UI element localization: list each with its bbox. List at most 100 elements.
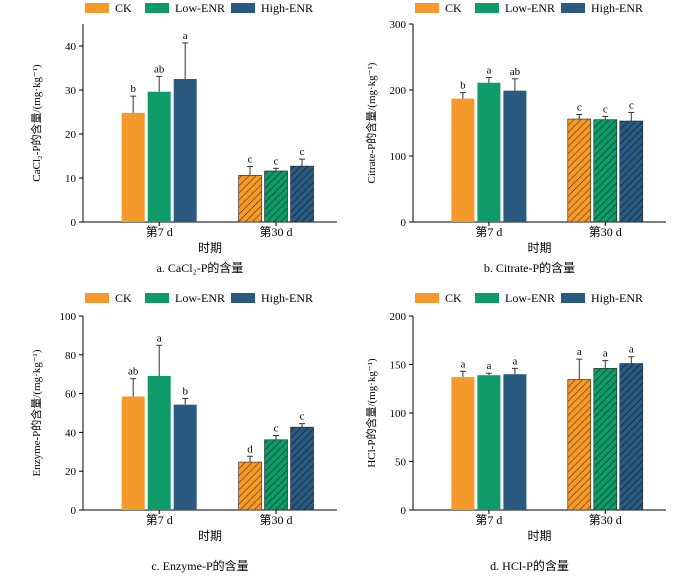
legend-label: High-ENR: [261, 291, 313, 305]
legend-swatch-low-enr: [145, 3, 169, 13]
bar-high-enr-2: [290, 165, 314, 223]
bar-ck-2: [238, 461, 262, 511]
legend-label: CK: [445, 1, 462, 15]
x-tick-label: 第30 d: [589, 225, 622, 239]
y-tick-label: 200: [390, 311, 407, 323]
bar-low-enr-2: [264, 439, 288, 511]
y-tick-label: 60: [65, 389, 77, 401]
chart-panel-2: CK Low-ENR High-ENR 0 100 200 300 Citrate-P的含量/…: [364, 1, 666, 275]
bar-high-enr-2: [290, 426, 314, 511]
significance-letter: ab: [510, 66, 521, 78]
y-tick-label: 40: [65, 427, 77, 439]
y-tick-label: 50: [395, 457, 407, 469]
legend-swatch-ck: [415, 3, 439, 13]
y-tick-label: 30: [65, 85, 77, 97]
bar-ck-1: [451, 377, 475, 510]
legend-label: CK: [115, 1, 132, 15]
x-axis-label: 时期: [527, 241, 551, 255]
legend-swatch-high-enr: [561, 3, 585, 13]
bar-low-enr-2: [593, 368, 618, 511]
bar-high-enr-2: [619, 120, 644, 223]
significance-letter: b: [182, 385, 188, 397]
y-axis-label: HCl-P的含量/(mg·kg⁻¹): [364, 358, 378, 468]
y-tick-label: 100: [390, 408, 407, 420]
significance-letter: a: [577, 346, 582, 358]
x-tick-label: 第7 d: [475, 225, 502, 239]
y-tick-label: 0: [401, 217, 407, 229]
bar-high-enr-1: [503, 374, 527, 510]
bar-high-enr-1: [503, 90, 527, 222]
y-tick-label: 300: [390, 19, 407, 31]
x-tick-label: 第30 d: [589, 513, 622, 527]
significance-letter: c: [274, 423, 279, 435]
legend-label: High-ENR: [591, 1, 643, 15]
bar-low-enr-1: [147, 375, 171, 510]
legend-swatch-ck: [415, 293, 439, 303]
y-tick-label: 20: [65, 129, 77, 141]
significance-letter: a: [183, 30, 188, 42]
bar-ck-1: [451, 98, 475, 222]
chart-panel-1: CK Low-ENR High-ENR 0 10 20 30 40 CaCl₂-P的含量/(mg…: [29, 1, 337, 275]
legend-swatch-low-enr: [145, 293, 169, 303]
significance-letter: b: [130, 83, 136, 95]
x-tick-label: 第30 d: [260, 225, 293, 239]
y-tick-label: 200: [390, 85, 407, 97]
significance-letter: ab: [128, 366, 139, 378]
legend-swatch-high-enr: [231, 293, 255, 303]
bar-low-enr-1: [477, 375, 501, 510]
significance-letter: ab: [154, 63, 165, 75]
legend-label: Low-ENR: [505, 291, 555, 305]
y-tick-label: 20: [65, 466, 77, 478]
significance-letter: b: [460, 80, 466, 92]
legend-label: High-ENR: [591, 291, 643, 305]
bar-ck-1: [121, 112, 145, 222]
bar-ck-2: [238, 175, 262, 223]
panel-caption: c. Enzyme-P的含量: [151, 558, 248, 573]
y-tick-label: 0: [71, 505, 77, 517]
significance-letter: c: [274, 155, 279, 167]
significance-letter: a: [486, 64, 491, 76]
legend-swatch-ck: [85, 293, 109, 303]
bar-low-enr-2: [264, 170, 288, 223]
x-tick-label: 第7 d: [146, 513, 173, 527]
legend-label: High-ENR: [261, 1, 313, 15]
x-tick-label: 第7 d: [146, 225, 173, 239]
y-axis-label: Citrate-P的含量/(mg·kg⁻¹): [364, 62, 378, 183]
bar-low-enr-1: [477, 82, 501, 223]
legend-swatch-ck: [85, 3, 109, 13]
bar-ck-1: [121, 396, 145, 510]
legend-swatch-high-enr: [561, 293, 585, 303]
legend-label: CK: [445, 291, 462, 305]
significance-letter: a: [486, 360, 491, 372]
legend-label: Low-ENR: [505, 1, 555, 15]
legend-label: CK: [115, 291, 132, 305]
y-tick-label: 150: [390, 360, 407, 372]
bar-high-enr-1: [173, 79, 197, 222]
significance-letter: c: [300, 146, 305, 158]
significance-letter: a: [460, 358, 465, 370]
x-tick-label: 第30 d: [260, 513, 293, 527]
x-axis-label: 时期: [198, 241, 222, 255]
y-tick-label: 100: [390, 151, 407, 163]
bar-ck-2: [567, 118, 592, 223]
bar-ck-2: [567, 379, 592, 511]
x-axis-label: 时期: [198, 529, 222, 543]
legend-swatch-low-enr: [475, 3, 499, 13]
y-tick-label: 0: [401, 505, 407, 517]
y-tick-label: 10: [65, 173, 77, 185]
significance-letter: d: [247, 443, 253, 455]
bar-low-enr-1: [147, 91, 171, 222]
y-tick-label: 80: [65, 350, 77, 362]
y-axis-label: Enzyme-P的含量/(mg·kg⁻¹): [29, 349, 43, 476]
y-tick-label: 40: [65, 41, 77, 53]
significance-letter: c: [248, 154, 253, 166]
chart-panel-3: CK Low-ENR High-ENR 0 20 40 60 80 100 Enzyme-P的含量…: [29, 291, 337, 573]
x-tick-label: 第7 d: [475, 513, 502, 527]
y-tick-label: 0: [71, 217, 77, 229]
significance-letter: c: [629, 99, 634, 111]
bar-high-enr-2: [619, 363, 644, 511]
y-tick-label: 100: [60, 311, 77, 323]
significance-letter: a: [157, 332, 162, 344]
significance-letter: a: [629, 344, 634, 356]
